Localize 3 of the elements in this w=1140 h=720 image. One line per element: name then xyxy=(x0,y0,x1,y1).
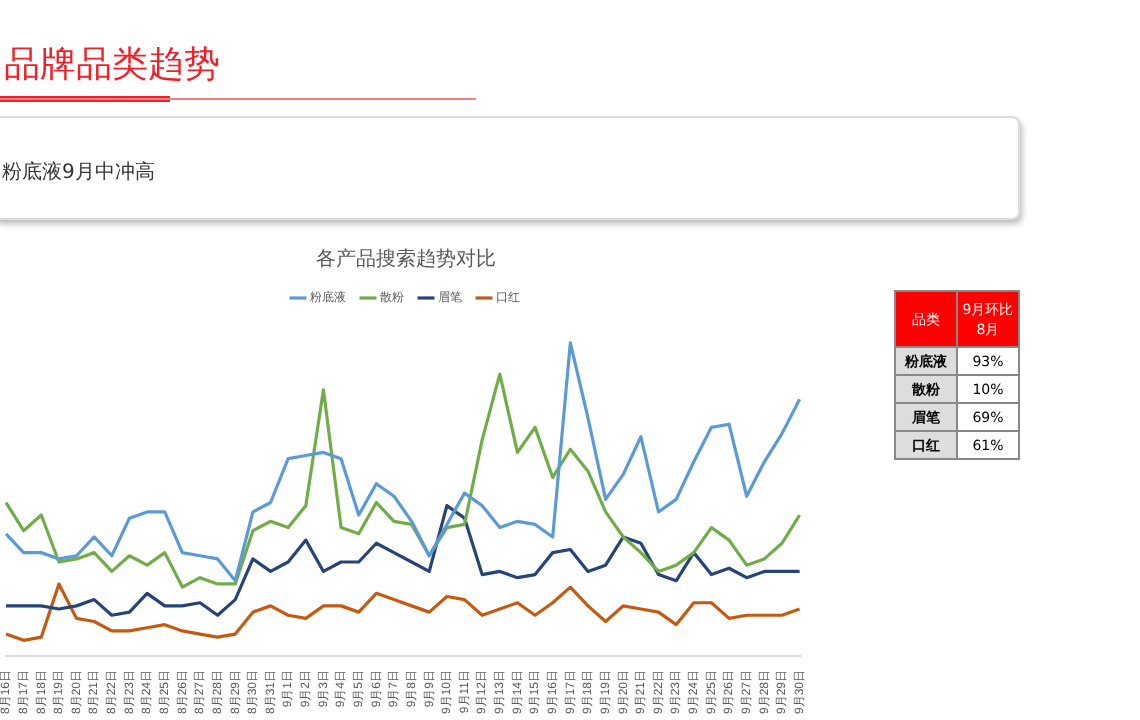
text: 品牌品类趋势 xyxy=(4,42,220,88)
chart-title: 各产品搜索趋势对比 xyxy=(316,247,496,272)
text-card: 粉底液9月中冲高 xyxy=(0,116,1020,220)
